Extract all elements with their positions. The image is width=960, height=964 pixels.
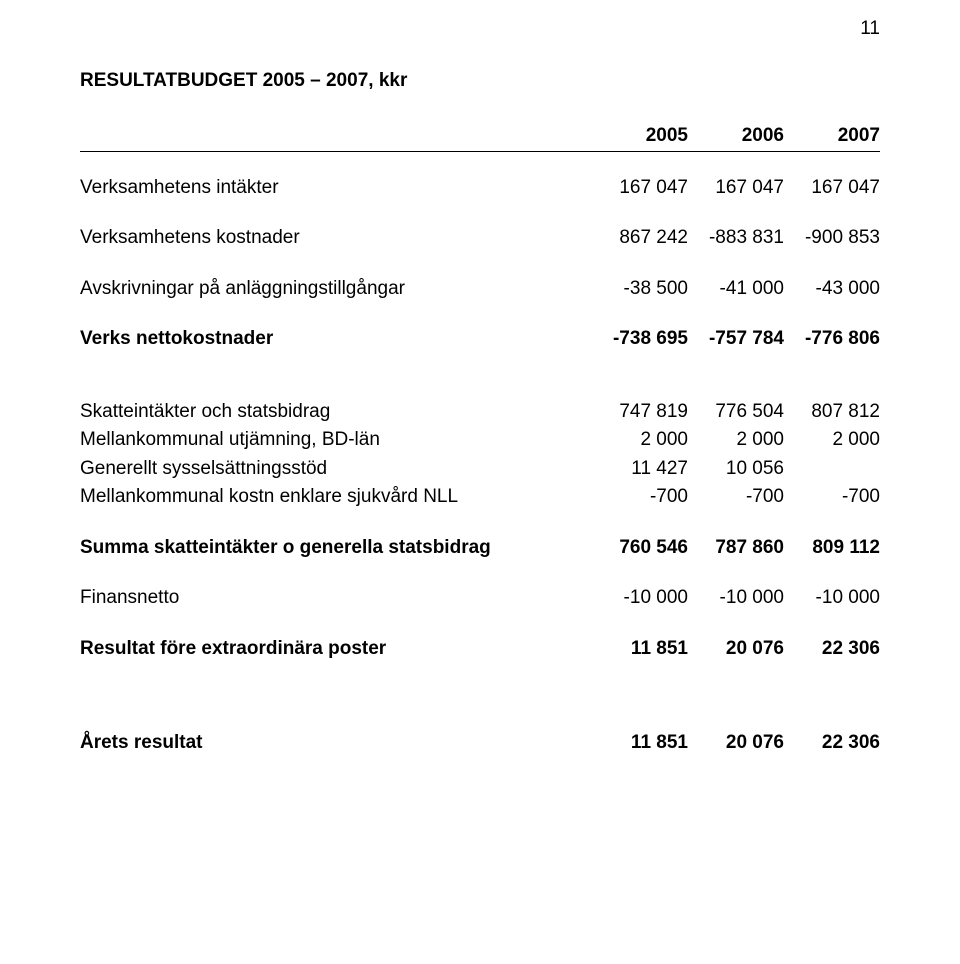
cell-label: Generellt sysselsättningsstöd — [80, 455, 592, 484]
cell-label: Mellankommunal utjämning, BD-län — [80, 426, 592, 455]
cell-value: -738 695 — [592, 325, 688, 354]
cell-value: -883 831 — [688, 224, 784, 253]
table-row: Finansnetto -10 000 -10 000 -10 000 — [80, 584, 880, 613]
table-row: Avskrivningar på anläggningstillgångar -… — [80, 275, 880, 304]
cell-value: -10 000 — [784, 584, 880, 613]
cell-value: 11 427 — [592, 455, 688, 484]
budget-table: 2005 2006 2007 Verksamhetens intäkter 16… — [80, 122, 880, 758]
cell-value: 22 306 — [784, 635, 880, 664]
cell-value — [784, 455, 880, 484]
cell-label: Mellankommunal kostn enklare sjukvård NL… — [80, 483, 592, 512]
cell-value: 11 851 — [592, 635, 688, 664]
cell-value: 167 047 — [784, 174, 880, 203]
cell-value: -10 000 — [592, 584, 688, 613]
document-page: 11 RESULTATBUDGET 2005 – 2007, kkr 2005 … — [0, 0, 960, 818]
cell-value: 20 076 — [688, 635, 784, 664]
table-row: Verksamhetens intäkter 167 047 167 047 1… — [80, 174, 880, 203]
page-number: 11 — [860, 18, 880, 40]
cell-value: 776 504 — [688, 398, 784, 427]
col-header-2005: 2005 — [592, 122, 688, 151]
table-row: Resultat före extraordinära poster 11 85… — [80, 635, 880, 664]
cell-value: -43 000 — [784, 275, 880, 304]
table-row: Verks nettokostnader -738 695 -757 784 -… — [80, 325, 880, 354]
cell-value: 867 242 — [592, 224, 688, 253]
cell-label: Resultat före extraordinära poster — [80, 635, 592, 664]
cell-value: 809 112 — [784, 534, 880, 563]
table-row: Mellankommunal kostn enklare sjukvård NL… — [80, 483, 880, 512]
cell-value: 2 000 — [592, 426, 688, 455]
cell-label: Summa skatteintäkter o generella statsbi… — [80, 534, 592, 563]
cell-value: 167 047 — [688, 174, 784, 203]
cell-value: 167 047 — [592, 174, 688, 203]
cell-label: Finansnetto — [80, 584, 592, 613]
table-row: Verksamhetens kostnader 867 242 -883 831… — [80, 224, 880, 253]
cell-label: Verksamhetens kostnader — [80, 224, 592, 253]
cell-value: 2 000 — [688, 426, 784, 455]
cell-value: -700 — [592, 483, 688, 512]
cell-value: -41 000 — [688, 275, 784, 304]
cell-value: -700 — [688, 483, 784, 512]
col-header-2006: 2006 — [688, 122, 784, 151]
table-row: Mellankommunal utjämning, BD-län 2 000 2… — [80, 426, 880, 455]
cell-label: Verks nettokostnader — [80, 325, 592, 354]
cell-value: -700 — [784, 483, 880, 512]
table-row: Skatteintäkter och statsbidrag 747 819 7… — [80, 398, 880, 427]
cell-value: 807 812 — [784, 398, 880, 427]
col-header-2007: 2007 — [784, 122, 880, 151]
table-row: Generellt sysselsättningsstöd 11 427 10 … — [80, 455, 880, 484]
cell-value: -10 000 — [688, 584, 784, 613]
table-row: Summa skatteintäkter o generella statsbi… — [80, 534, 880, 563]
cell-value: -776 806 — [784, 325, 880, 354]
cell-value: 20 076 — [688, 729, 784, 758]
cell-label: Skatteintäkter och statsbidrag — [80, 398, 592, 427]
cell-value: 787 860 — [688, 534, 784, 563]
cell-value: -757 784 — [688, 325, 784, 354]
cell-value: 22 306 — [784, 729, 880, 758]
cell-label: Årets resultat — [80, 729, 592, 758]
cell-value: 760 546 — [592, 534, 688, 563]
table-header-row: 2005 2006 2007 — [80, 122, 880, 151]
cell-label: Avskrivningar på anläggningstillgångar — [80, 275, 592, 304]
cell-value: -38 500 — [592, 275, 688, 304]
cell-value: 10 056 — [688, 455, 784, 484]
cell-value: -900 853 — [784, 224, 880, 253]
cell-label: Verksamhetens intäkter — [80, 174, 592, 203]
cell-value: 747 819 — [592, 398, 688, 427]
document-title: RESULTATBUDGET 2005 – 2007, kkr — [80, 70, 880, 92]
table-row: Årets resultat 11 851 20 076 22 306 — [80, 729, 880, 758]
cell-value: 11 851 — [592, 729, 688, 758]
cell-value: 2 000 — [784, 426, 880, 455]
